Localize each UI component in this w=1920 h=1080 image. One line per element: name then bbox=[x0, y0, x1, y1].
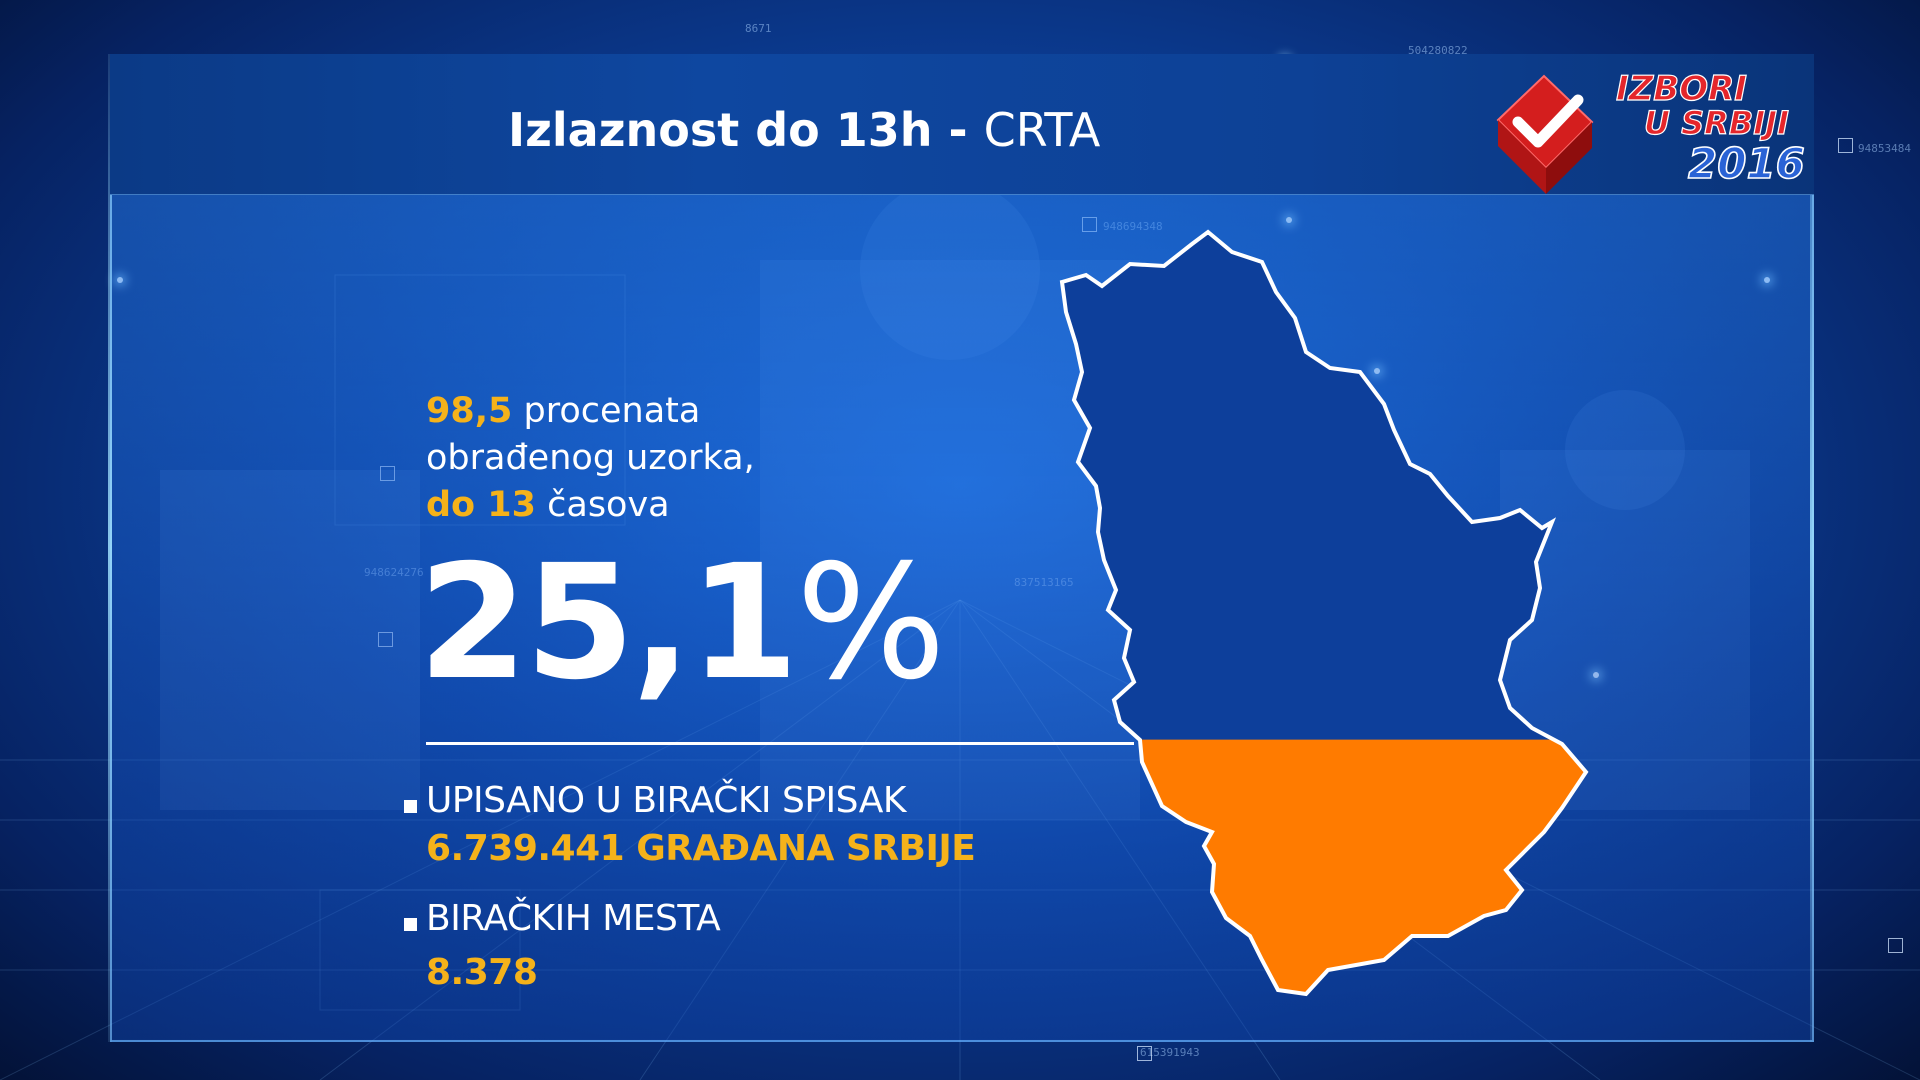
title-separator: - bbox=[932, 103, 984, 157]
map-region-turnout bbox=[1062, 739, 1586, 994]
registered-label: UPISANO U BIRAČKI SPISAK bbox=[426, 780, 906, 821]
sample-text-1: procenata bbox=[512, 391, 701, 431]
panel-edge-glow bbox=[1810, 54, 1814, 1042]
sample-text-2: obrađenog uzorka, bbox=[426, 438, 755, 478]
panel-edge-glow bbox=[108, 54, 112, 1042]
background-number: 94853484 bbox=[1858, 142, 1911, 155]
divider-line bbox=[426, 742, 1134, 745]
background-number: 504280822 bbox=[1408, 44, 1468, 57]
sample-line-1: 98,5 procenata bbox=[426, 388, 755, 435]
stations-value: 8.378 bbox=[426, 952, 538, 993]
title-source: CRTA bbox=[983, 103, 1101, 157]
checkmark-ballot-icon bbox=[1496, 74, 1594, 194]
sample-percent: 98,5 bbox=[426, 391, 513, 431]
stations-label: BIRAČKIH MESTA bbox=[426, 898, 721, 939]
logo-line2: U SRBIJI bbox=[1644, 104, 1789, 142]
turnout-number: 25,1 bbox=[418, 531, 799, 715]
turnout-value: 25,1% bbox=[418, 538, 946, 708]
sample-line-3: do 13 časova bbox=[426, 482, 755, 529]
background-square bbox=[1888, 938, 1903, 953]
logo-year: 2016 bbox=[1688, 139, 1805, 188]
bullet-icon bbox=[404, 800, 417, 813]
registered-value: 6.739.441 GRAĐANA SRBIJE bbox=[426, 828, 976, 869]
page-title: Izlaznost do 13h - CRTA bbox=[508, 100, 1100, 160]
background-number: 8671 bbox=[745, 22, 772, 35]
election-logo: IZBORI U SRBIJI 2016 bbox=[1496, 68, 1806, 194]
title-main: Izlaznost do 13h bbox=[508, 103, 933, 157]
bullet-icon bbox=[404, 918, 417, 931]
background-square bbox=[1838, 138, 1853, 153]
background-number: 615391943 bbox=[1140, 1046, 1200, 1059]
background-square bbox=[1137, 1046, 1152, 1061]
sample-hour: do 13 bbox=[426, 485, 536, 525]
serbia-map bbox=[1060, 230, 1588, 996]
logo-line1: IZBORI bbox=[1616, 69, 1747, 109]
sample-text-3: časova bbox=[536, 485, 670, 525]
turnout-unit: % bbox=[795, 531, 946, 715]
sample-info: 98,5 procenata obrađenog uzorka, do 13 č… bbox=[426, 388, 755, 529]
